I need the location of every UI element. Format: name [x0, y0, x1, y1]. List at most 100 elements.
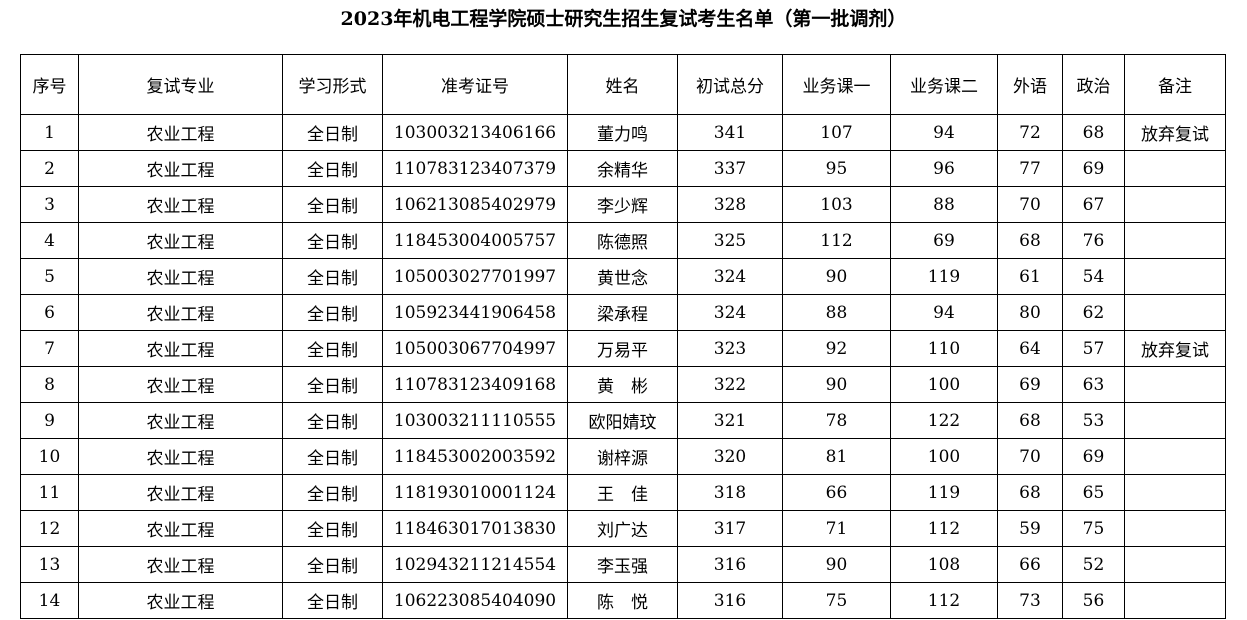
cell-course-one: 90: [782, 366, 891, 403]
header-remarks: 备注: [1124, 54, 1226, 115]
cell-name: 欧阳婧玟: [567, 402, 678, 439]
cell-exam-id: 110783123407379: [382, 150, 568, 187]
cell-remarks: [1124, 366, 1226, 403]
cell-remarks: [1124, 510, 1226, 547]
cell-total-score: 318: [677, 474, 783, 511]
cell-course-one: 112: [782, 222, 891, 259]
cell-remarks: [1124, 186, 1226, 223]
cell-foreign-language: 73: [997, 582, 1063, 619]
cell-index: 12: [20, 510, 79, 547]
cell-major: 农业工程: [78, 222, 283, 259]
table-row: 11 农业工程 全日制 118193010001124 王 佳 318 66 119 68 65: [20, 474, 1226, 511]
cell-politics: 62: [1062, 294, 1125, 331]
cell-study-mode: 全日制: [282, 222, 383, 259]
cell-total-score: 320: [677, 438, 783, 475]
cell-name: 刘广达: [567, 510, 678, 547]
cell-index: 6: [20, 294, 79, 331]
cell-exam-id: 110783123409168: [382, 366, 568, 403]
cell-name: 谢梓源: [567, 438, 678, 475]
cell-total-score: 317: [677, 510, 783, 547]
cell-index: 8: [20, 366, 79, 403]
table-header-row: 序号 复试专业 学习形式 准考证号 姓名 初试总分 业务课一 业务课二 外语 政治 备注: [20, 54, 1226, 115]
cell-index: 3: [20, 186, 79, 223]
cell-politics: 75: [1062, 510, 1125, 547]
cell-name: 黄世念: [567, 258, 678, 295]
cell-exam-id: 105923441906458: [382, 294, 568, 331]
cell-politics: 53: [1062, 402, 1125, 439]
cell-total-score: 322: [677, 366, 783, 403]
cell-name: 黄 彬: [567, 366, 678, 403]
header-major: 复试专业: [78, 54, 283, 115]
cell-total-score: 316: [677, 546, 783, 583]
cell-study-mode: 全日制: [282, 474, 383, 511]
table-row: 14 农业工程 全日制 106223085404090 陈 悦 316 75 112 73 56: [20, 582, 1226, 619]
cell-study-mode: 全日制: [282, 258, 383, 295]
cell-major: 农业工程: [78, 294, 283, 331]
cell-foreign-language: 69: [997, 366, 1063, 403]
cell-remarks: [1124, 474, 1226, 511]
cell-study-mode: 全日制: [282, 366, 383, 403]
table-row: 8 农业工程 全日制 110783123409168 黄 彬 322 90 100 69 63: [20, 366, 1226, 403]
cell-major: 农业工程: [78, 150, 283, 187]
cell-name: 余精华: [567, 150, 678, 187]
cell-course-one: 71: [782, 510, 891, 547]
table-row: 1 农业工程 全日制 103003213406166 董力鸣 341 107 94 72 68 放弃…: [20, 114, 1226, 151]
cell-major: 农业工程: [78, 438, 283, 475]
cell-remarks: [1124, 438, 1226, 475]
cell-course-one: 92: [782, 330, 891, 367]
cell-index: 14: [20, 582, 79, 619]
cell-foreign-language: 68: [997, 222, 1063, 259]
cell-foreign-language: 70: [997, 186, 1063, 223]
cell-total-score: 324: [677, 258, 783, 295]
cell-remarks: [1124, 402, 1226, 439]
cell-course-one: 90: [782, 546, 891, 583]
cell-course-one: 107: [782, 114, 891, 151]
cell-course-two: 100: [890, 366, 998, 403]
cell-major: 农业工程: [78, 582, 283, 619]
cell-index: 13: [20, 546, 79, 583]
header-politics: 政治: [1062, 54, 1125, 115]
cell-major: 农业工程: [78, 510, 283, 547]
cell-name: 万易平: [567, 330, 678, 367]
cell-name: 陈 悦: [567, 582, 678, 619]
cell-major: 农业工程: [78, 114, 283, 151]
cell-exam-id: 103003213406166: [382, 114, 568, 151]
cell-politics: 67: [1062, 186, 1125, 223]
cell-course-one: 78: [782, 402, 891, 439]
cell-study-mode: 全日制: [282, 150, 383, 187]
cell-course-two: 112: [890, 582, 998, 619]
cell-foreign-language: 61: [997, 258, 1063, 295]
header-course-two: 业务课二: [890, 54, 998, 115]
cell-index: 1: [20, 114, 79, 151]
cell-course-two: 96: [890, 150, 998, 187]
cell-politics: 52: [1062, 546, 1125, 583]
header-index: 序号: [20, 54, 79, 115]
cell-course-two: 122: [890, 402, 998, 439]
cell-study-mode: 全日制: [282, 438, 383, 475]
table-row: 10 农业工程 全日制 118453002003592 谢梓源 320 81 100 70 69: [20, 438, 1226, 475]
table-row: 5 农业工程 全日制 105003027701997 黄世念 324 90 119 61 54: [20, 258, 1226, 295]
cell-foreign-language: 64: [997, 330, 1063, 367]
cell-index: 11: [20, 474, 79, 511]
document-title: 2023年机电工程学院硕士研究生招生复试考生名单（第一批调剂）: [340, 8, 907, 30]
cell-politics: 69: [1062, 438, 1125, 475]
cell-study-mode: 全日制: [282, 330, 383, 367]
cell-name: 陈德照: [567, 222, 678, 259]
cell-index: 9: [20, 402, 79, 439]
cell-major: 农业工程: [78, 366, 283, 403]
cell-index: 4: [20, 222, 79, 259]
cell-index: 7: [20, 330, 79, 367]
cell-course-two: 119: [890, 258, 998, 295]
cell-index: 10: [20, 438, 79, 475]
cell-study-mode: 全日制: [282, 582, 383, 619]
header-study-mode: 学习形式: [282, 54, 383, 115]
cell-name: 梁承程: [567, 294, 678, 331]
cell-course-two: 94: [890, 114, 998, 151]
cell-politics: 57: [1062, 330, 1125, 367]
cell-foreign-language: 72: [997, 114, 1063, 151]
header-foreign-language: 外语: [997, 54, 1063, 115]
cell-foreign-language: 80: [997, 294, 1063, 331]
cell-exam-id: 118453002003592: [382, 438, 568, 475]
cell-study-mode: 全日制: [282, 114, 383, 151]
cell-remarks: [1124, 222, 1226, 259]
